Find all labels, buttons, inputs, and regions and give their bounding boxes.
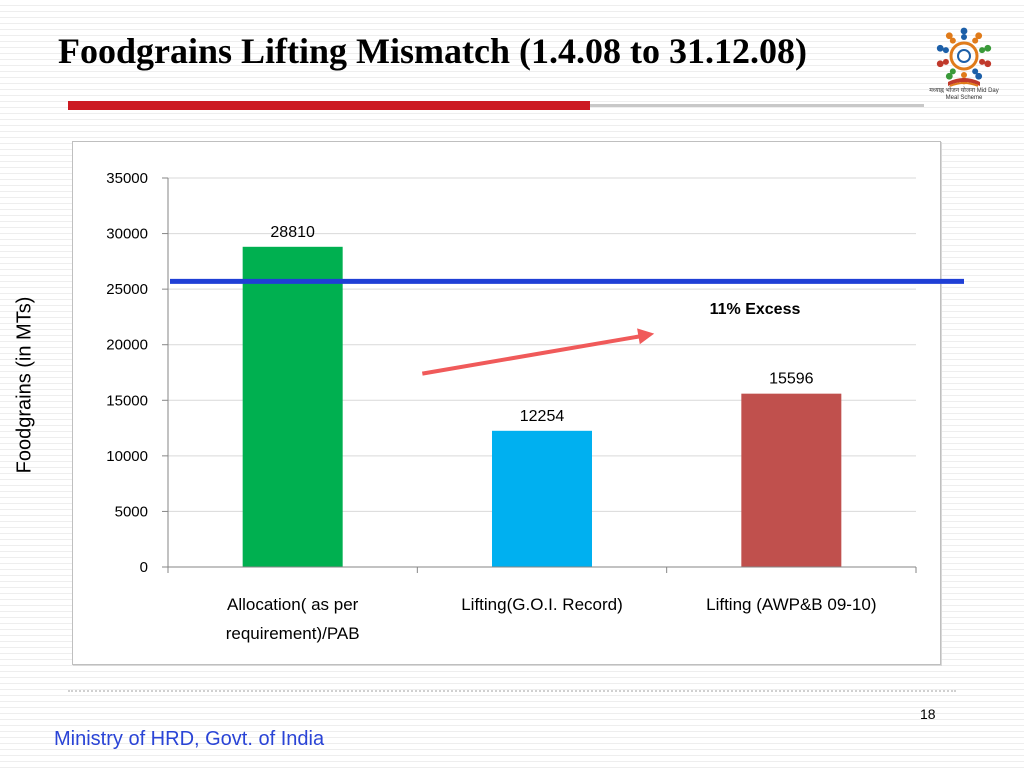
logo-person-head	[945, 32, 953, 40]
logo-person-body	[961, 72, 967, 78]
logo-person-body	[949, 37, 956, 44]
y-axis-title: Foodgrains (in MTs)	[13, 296, 36, 474]
title-rule-red	[68, 101, 590, 110]
logo-person-head	[936, 44, 944, 52]
logo-person-body	[961, 34, 967, 40]
logo-person-body	[949, 68, 956, 75]
page-number: 18	[920, 706, 936, 722]
footer-text: Ministry of HRD, Govt. of India	[54, 728, 325, 750]
slide-title: Foodgrains Lifting Mismatch (1.4.08 to 3…	[58, 31, 807, 71]
logo-person-head	[984, 60, 992, 68]
logo-person-head	[975, 32, 983, 40]
logo-person-head	[975, 72, 983, 80]
logo-person-body	[942, 47, 949, 54]
logo-person-head	[945, 72, 953, 80]
logo-person-body	[979, 58, 986, 65]
logo-caption: मध्याह्न भोजन योजना Mid Day Meal Scheme	[929, 88, 999, 101]
title-rule-gray	[590, 104, 924, 107]
logo-person-head	[960, 27, 968, 35]
logo-person-body	[972, 68, 979, 75]
chart-frame	[72, 141, 941, 665]
logo-person-body	[972, 37, 979, 44]
logo-person-head	[936, 60, 944, 68]
logo-person-body	[979, 47, 986, 54]
footer-rule	[68, 690, 956, 692]
mid-day-meal-logo	[936, 27, 992, 87]
logo-person-body	[942, 58, 949, 65]
logo-person-head	[984, 44, 992, 52]
